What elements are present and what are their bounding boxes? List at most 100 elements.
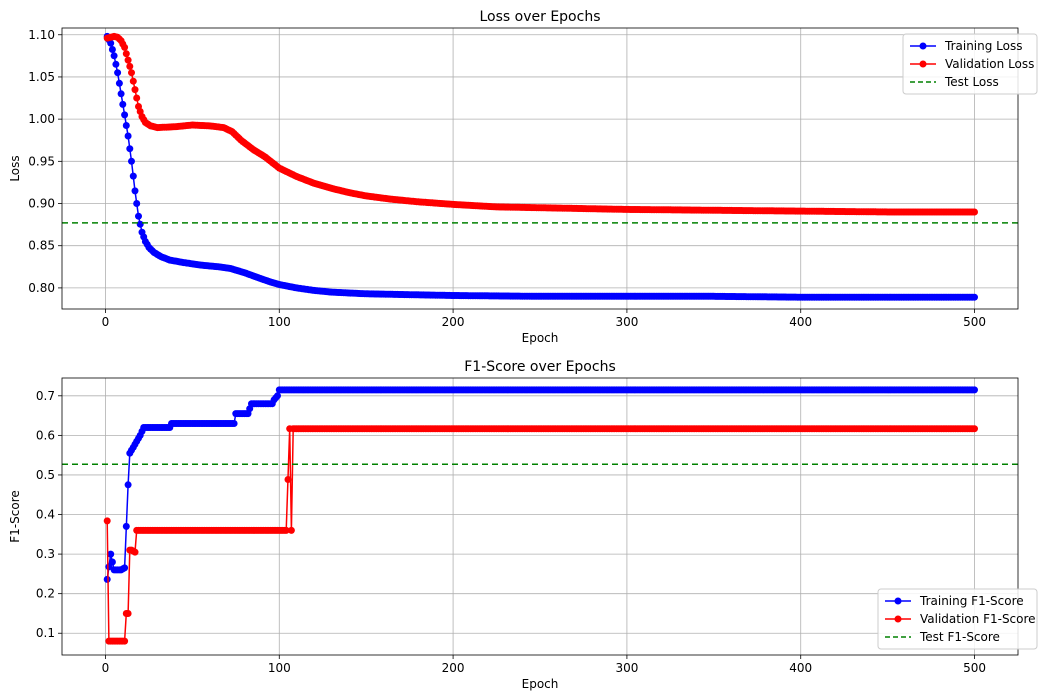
- x-axis-label: Epoch: [522, 331, 559, 345]
- legend-box: [902, 33, 1038, 95]
- data-point: [122, 522, 130, 530]
- data-point: [124, 610, 132, 617]
- data-point: [107, 39, 115, 47]
- data-point: [107, 550, 115, 558]
- legend-swatch-marker: [894, 597, 902, 605]
- data-point: [112, 60, 120, 68]
- data-point: [121, 564, 129, 572]
- y-tick-label: 0.3: [36, 547, 55, 561]
- legend-label: Validation F1-Score: [920, 612, 1036, 626]
- series-validation-f1-score: [103, 425, 978, 645]
- data-point: [126, 145, 134, 153]
- y-tick-label: 1.05: [28, 70, 55, 84]
- legend-box: [877, 588, 1038, 650]
- data-point: [108, 46, 116, 53]
- data-point: [971, 208, 978, 216]
- data-point: [117, 90, 125, 98]
- legend-label: Training F1-Score: [919, 594, 1024, 608]
- legend-label: Test Loss: [944, 75, 999, 89]
- legend-entry: Training F1-Score: [885, 594, 1024, 608]
- data-point: [133, 200, 141, 207]
- chart-0: 0 100 200 300 400 500 0.80 0.85 0.90 0.95 1.00 1.05…: [8, 9, 1038, 345]
- legend: Training Loss Validation Loss Test Loss: [902, 33, 1038, 95]
- data-point: [131, 86, 139, 94]
- data-point: [129, 77, 137, 85]
- x-tick-label: 300: [615, 315, 638, 329]
- data-point: [121, 43, 129, 51]
- data-point: [110, 52, 118, 60]
- data-point: [136, 220, 144, 228]
- x-tick-label: 200: [442, 315, 465, 329]
- data-point: [124, 132, 132, 140]
- plot-area: [62, 378, 1018, 655]
- data-point: [119, 100, 127, 108]
- series-validation-loss: [103, 32, 978, 216]
- legend-label: Training Loss: [944, 39, 1022, 53]
- legend-entry: Validation F1-Score: [885, 612, 1036, 626]
- data-point: [971, 386, 978, 394]
- series-training-f1-score: [103, 386, 978, 583]
- legend-entry: Test Loss: [910, 75, 999, 89]
- data-point: [284, 476, 292, 483]
- y-tick-label: 0.90: [28, 197, 55, 211]
- y-tick-label: 1.10: [28, 28, 55, 42]
- data-point: [274, 392, 281, 400]
- data-point: [121, 637, 129, 645]
- data-point: [131, 187, 139, 195]
- x-tick-label: 0: [102, 661, 110, 675]
- data-point: [126, 62, 134, 70]
- data-point: [108, 558, 116, 566]
- y-tick-label: 0.80: [28, 281, 55, 295]
- x-tick-label: 300: [615, 661, 638, 675]
- y-tick-label: 1.00: [28, 112, 55, 126]
- y-tick-label: 0.95: [28, 154, 55, 168]
- plot-area: [62, 28, 1018, 309]
- y-tick-label: 0.1: [36, 626, 55, 640]
- x-tick-label: 400: [789, 315, 812, 329]
- plot-frame: [61, 377, 1019, 656]
- data-point: [971, 425, 978, 433]
- data-point: [121, 111, 129, 119]
- legend-swatch-marker: [919, 60, 927, 68]
- legend-swatch-marker: [894, 615, 902, 623]
- x-tick-label: 100: [268, 315, 291, 329]
- legend-entry: Validation Loss: [910, 57, 1034, 71]
- data-point: [115, 79, 123, 87]
- y-tick-label: 0.85: [28, 239, 55, 253]
- data-point: [282, 526, 290, 534]
- legend-swatch-marker: [919, 42, 927, 50]
- x-axis-label: Epoch: [522, 677, 559, 691]
- x-tick-label: 0: [102, 315, 110, 329]
- y-tick-label: 0.5: [36, 468, 55, 482]
- data-point: [971, 293, 978, 301]
- data-point: [287, 526, 295, 534]
- series-training-loss: [103, 32, 978, 301]
- chart-title: Loss over Epochs: [480, 9, 601, 25]
- data-point: [122, 122, 130, 129]
- data-point: [129, 172, 137, 180]
- data-point: [135, 212, 142, 220]
- data-point: [103, 517, 111, 525]
- legend-label: Validation Loss: [945, 57, 1034, 71]
- data-point: [114, 69, 122, 77]
- legend-label: Test F1-Score: [919, 630, 1000, 644]
- y-tick-label: 0.6: [36, 428, 55, 442]
- data-point: [230, 420, 238, 427]
- x-tick-label: 100: [268, 661, 291, 675]
- data-point: [128, 69, 135, 77]
- plot-frame: [61, 27, 1019, 310]
- y-tick-label: 0.4: [36, 508, 55, 522]
- x-tick-label: 200: [442, 661, 465, 675]
- legend-entry: Training Loss: [910, 39, 1022, 53]
- legend-entry: Test F1-Score: [885, 630, 1000, 644]
- data-point: [128, 157, 135, 165]
- data-point: [122, 50, 130, 58]
- y-axis-label: F1-Score: [8, 490, 22, 542]
- x-tick-label: 400: [789, 661, 812, 675]
- y-tick-label: 0.7: [36, 389, 55, 403]
- data-point: [124, 56, 132, 64]
- y-axis-label: Loss: [8, 155, 22, 181]
- y-tick-label: 0.2: [36, 587, 55, 601]
- x-tick-label: 500: [963, 661, 986, 675]
